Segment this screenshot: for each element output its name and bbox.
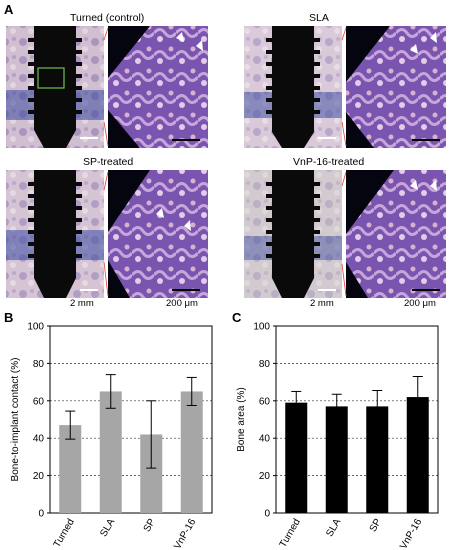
chart-bone-implant-contact: 0 20 40 60 80 100 Bone-to-implant contact (%) T…: [10, 322, 213, 550]
micrograph-sp-high: [108, 170, 208, 298]
chart-c-bar-sla: [325, 406, 348, 513]
chart-b-xtick-label: SP: [142, 517, 158, 534]
chart-b-ytick-label: 40: [33, 434, 45, 445]
chart-b-xtick-label: SLA: [98, 517, 117, 539]
chart-b-ylabel: Bone-to-implant contact (%): [10, 358, 21, 482]
scale-label-left: 2 mm: [70, 298, 94, 309]
micrograph-sp-low: [6, 170, 104, 298]
chart-c-ytick-label: 80: [259, 359, 271, 370]
scale-label-right: 200 μm: [166, 298, 198, 309]
chart-c-ylabel: Bone area (%): [236, 387, 247, 451]
chart-c-ytick-label: 100: [253, 322, 270, 333]
chart-b-bar-sp: [140, 434, 163, 513]
chart-b-bar-vnp-16: [180, 391, 203, 513]
chart-b-ytick-label: 20: [33, 471, 45, 482]
scale-label-left-2: 2 mm: [310, 298, 334, 309]
micrograph-title-vnp: VnP-16-treated: [293, 156, 365, 168]
chart-c-xtick-label: VnP-16: [398, 517, 424, 550]
micrograph-title-sp: SP-treated: [83, 156, 134, 168]
chart-c-xtick-label: SLA: [324, 517, 343, 539]
scale-label-right-2: 200 μm: [404, 298, 436, 309]
chart-bone-area: 0 20 40 60 80 100 Bone area (%) Turned SLA SP VnP-…: [236, 322, 439, 550]
chart-b-xtick-label: VnP-16: [172, 517, 198, 550]
chart-c-plot-frame: [275, 325, 439, 514]
chart-b-ytick-label: 80: [33, 359, 45, 370]
chart-c-ytick-label: 20: [259, 471, 271, 482]
panel-label-c: C: [232, 310, 242, 325]
micrograph-title-sla: SLA: [309, 12, 329, 24]
chart-b-ytick-label: 100: [27, 322, 44, 333]
micrograph-vnp-low: [244, 170, 342, 298]
chart-b-xtick-label: Turned: [52, 517, 77, 550]
micrograph-turned-low: [6, 26, 104, 148]
micrograph-turned-high: [108, 26, 208, 148]
chart-b-bar-turned: [59, 425, 82, 513]
chart-b-ytick-label: 60: [33, 396, 45, 407]
micrograph-title-turned: Turned (control): [70, 12, 145, 24]
chart-c-xtick-label: SP: [368, 517, 384, 534]
chart-b-plot-frame: [49, 325, 213, 514]
micrograph-vnp-high: [346, 170, 446, 298]
chart-c-bar-vnp-16: [406, 397, 429, 513]
chart-c-ytick-label: 60: [259, 396, 271, 407]
panel-label-a: A: [4, 2, 14, 17]
chart-b-bar-sla: [99, 391, 122, 513]
micrograph-sla-high: [346, 26, 446, 148]
micrograph-sla-low: [244, 26, 342, 148]
chart-b-ytick-label: 0: [38, 509, 44, 520]
panel-label-b: B: [4, 310, 14, 325]
chart-c-xtick-label: Turned: [278, 517, 303, 550]
chart-c-bar-turned: [285, 402, 308, 513]
chart-c-bar-sp: [366, 406, 389, 513]
micrograph-grid: [6, 26, 446, 298]
chart-c-ytick-label: 40: [259, 434, 271, 445]
chart-c-ytick-label: 0: [264, 509, 270, 520]
